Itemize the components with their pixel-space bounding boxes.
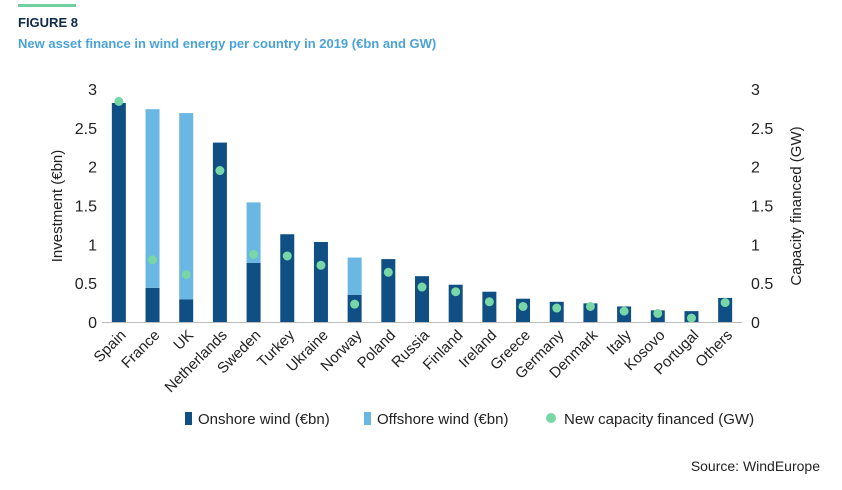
bar-onshore [246,262,261,322]
y-left-tick-label: 2.5 [75,121,97,138]
x-tick-label: France [118,327,163,372]
bar-onshore [280,234,295,322]
capacity-marker [316,260,326,270]
y-right-tick-label: 2 [751,160,760,177]
y-left-tick-label: 1.5 [75,199,97,216]
capacity-marker [585,301,595,311]
y-left-tick-label: 3 [88,82,97,99]
bar-offshore [145,109,160,288]
y-axis-right: 0 0.5 1 1.5 2 2.5 3 [751,82,773,332]
capacity-marker [417,282,427,292]
y-left-tick-label: 0 [88,315,97,332]
capacity-marker [215,166,225,176]
x-tick-label: Others [692,327,736,371]
y-right-tick-label: 2.5 [751,121,773,138]
legend-capacity-marker [546,413,556,423]
x-tick-label: UK [170,327,197,354]
y-axis-right-title: Capacity financed (GW) [788,126,805,285]
y-left-tick-label: 1 [88,237,97,254]
y-right-tick-label: 3 [751,82,760,99]
legend-capacity-label: New capacity financed (GW) [564,411,754,428]
bar-onshore [482,291,497,322]
legend-onshore-swatch [185,412,192,425]
capacity-marker [114,96,124,106]
y-right-tick-label: 0.5 [751,276,773,293]
chart-title: New asset finance in wind energy per cou… [18,36,437,51]
capacity-marker [249,249,259,259]
bar-onshore [179,299,194,322]
y-axis-left-title: Investment (€bn) [49,150,66,263]
bar-offshore [246,202,261,263]
bar-onshore [145,287,160,322]
capacity-marker [383,267,393,277]
y-left-tick-label: 0.5 [75,276,97,293]
capacity-marker [451,287,461,297]
bar-offshore [347,257,362,295]
legend-offshore-swatch [364,412,371,425]
bar-onshore [313,242,328,322]
legend-onshore-label: Onshore wind (€bn) [198,411,330,428]
capacity-marker [518,301,528,311]
legend-offshore-label: Offshore wind (€bn) [377,411,508,428]
capacity-marker [686,313,696,323]
y-axis-left: 0 0.5 1 1.5 2 2.5 3 [75,82,97,332]
accent-line [18,4,76,7]
capacity-markers [114,96,730,323]
y-right-tick-label: 0 [751,315,760,332]
source-note: Source: WindEurope [690,458,820,474]
y-right-tick-label: 1 [751,237,760,254]
capacity-marker [148,255,158,265]
capacity-marker [653,308,663,318]
x-tick-label: Poland [354,327,399,372]
capacity-marker [720,298,730,308]
y-left-tick-label: 2 [88,160,97,177]
bar-offshore [179,113,194,300]
capacity-marker [350,299,360,309]
capacity-marker [484,297,494,307]
y-right-tick-label: 1.5 [751,199,773,216]
capacity-marker [181,270,191,280]
bar-onshore [212,142,227,322]
legend: Onshore wind (€bn) Offshore wind (€bn) N… [185,411,754,428]
capacity-marker [619,306,629,316]
capacity-marker [282,251,292,261]
capacity-marker [552,303,562,313]
bar-onshore [111,102,126,322]
figure-label: FIGURE 8 [18,15,78,30]
